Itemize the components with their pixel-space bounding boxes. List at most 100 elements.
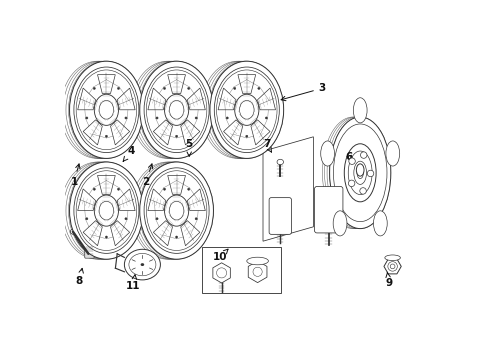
Ellipse shape (321, 141, 335, 166)
Ellipse shape (333, 211, 347, 236)
Ellipse shape (247, 257, 269, 265)
FancyBboxPatch shape (85, 244, 94, 258)
Ellipse shape (93, 87, 96, 90)
Ellipse shape (265, 117, 268, 119)
Ellipse shape (330, 117, 391, 229)
Ellipse shape (386, 141, 400, 166)
Text: 4: 4 (123, 146, 135, 161)
Ellipse shape (86, 218, 88, 220)
Polygon shape (223, 120, 243, 145)
Ellipse shape (385, 255, 400, 261)
Ellipse shape (349, 158, 355, 165)
Bar (202, 247, 281, 293)
Polygon shape (98, 75, 115, 94)
Ellipse shape (147, 171, 207, 251)
Text: 7: 7 (263, 139, 271, 152)
Ellipse shape (195, 117, 197, 119)
Ellipse shape (125, 117, 127, 119)
Ellipse shape (245, 135, 248, 137)
Ellipse shape (217, 70, 277, 150)
Ellipse shape (348, 180, 355, 186)
Text: 9: 9 (386, 272, 392, 288)
Polygon shape (218, 88, 236, 110)
Ellipse shape (356, 164, 364, 176)
Text: 11: 11 (126, 275, 141, 291)
Polygon shape (181, 221, 200, 246)
Polygon shape (168, 75, 186, 94)
Ellipse shape (141, 263, 144, 266)
FancyBboxPatch shape (269, 198, 292, 234)
Ellipse shape (175, 135, 178, 137)
Ellipse shape (94, 195, 119, 226)
Text: 3: 3 (281, 83, 326, 101)
Ellipse shape (94, 94, 119, 125)
Ellipse shape (125, 218, 127, 220)
Polygon shape (251, 120, 270, 145)
Ellipse shape (86, 117, 88, 119)
Ellipse shape (105, 236, 107, 238)
Polygon shape (83, 120, 102, 145)
FancyBboxPatch shape (315, 186, 343, 233)
Text: 6: 6 (346, 152, 353, 162)
Ellipse shape (164, 188, 166, 190)
Ellipse shape (165, 94, 189, 125)
Ellipse shape (360, 188, 367, 194)
Polygon shape (111, 120, 130, 145)
Ellipse shape (140, 61, 214, 158)
Text: 8: 8 (76, 268, 83, 286)
Ellipse shape (226, 117, 228, 119)
Text: 5: 5 (186, 139, 193, 156)
Polygon shape (98, 175, 115, 194)
Ellipse shape (70, 162, 143, 259)
Ellipse shape (124, 249, 160, 280)
Ellipse shape (93, 188, 96, 190)
Ellipse shape (188, 87, 190, 90)
Ellipse shape (353, 98, 367, 123)
Polygon shape (148, 189, 166, 211)
Ellipse shape (118, 188, 120, 190)
Ellipse shape (156, 117, 158, 119)
Polygon shape (117, 88, 135, 110)
Ellipse shape (234, 87, 236, 90)
Polygon shape (83, 221, 102, 246)
Polygon shape (187, 189, 205, 211)
Ellipse shape (147, 70, 207, 150)
Polygon shape (238, 75, 256, 94)
Polygon shape (181, 120, 200, 145)
Ellipse shape (140, 162, 214, 259)
Text: 10: 10 (213, 249, 228, 262)
Polygon shape (248, 261, 267, 283)
Polygon shape (117, 189, 135, 211)
Ellipse shape (118, 87, 120, 90)
Ellipse shape (76, 70, 137, 150)
Ellipse shape (195, 218, 197, 220)
Ellipse shape (188, 188, 190, 190)
Ellipse shape (373, 211, 387, 236)
Polygon shape (153, 221, 172, 246)
Ellipse shape (105, 135, 107, 137)
Polygon shape (78, 189, 96, 211)
Ellipse shape (368, 170, 374, 177)
Polygon shape (148, 88, 166, 110)
Ellipse shape (165, 195, 189, 226)
Ellipse shape (156, 218, 158, 220)
Polygon shape (258, 88, 275, 110)
Ellipse shape (277, 159, 284, 165)
Polygon shape (187, 88, 205, 110)
Polygon shape (384, 259, 401, 274)
Ellipse shape (258, 87, 260, 90)
Polygon shape (213, 263, 230, 283)
Ellipse shape (210, 61, 284, 158)
Polygon shape (111, 221, 130, 246)
Ellipse shape (76, 171, 137, 251)
Text: 1: 1 (71, 164, 80, 187)
Ellipse shape (361, 152, 367, 158)
Ellipse shape (70, 61, 143, 158)
Polygon shape (78, 88, 96, 110)
Ellipse shape (164, 87, 166, 90)
Text: 2: 2 (143, 164, 153, 187)
Polygon shape (153, 120, 172, 145)
Ellipse shape (235, 94, 259, 125)
Ellipse shape (175, 236, 178, 238)
Ellipse shape (344, 144, 376, 202)
